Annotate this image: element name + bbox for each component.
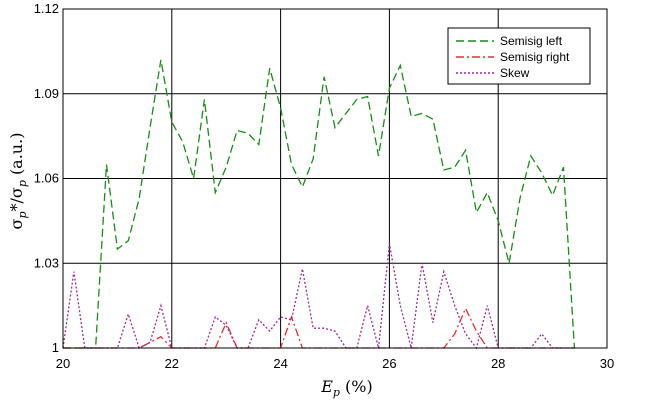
legend-label-skew: Skew xyxy=(500,66,530,80)
x-axis-title: Ep (%) xyxy=(320,377,373,399)
legend-label-semisig-left: Semisig left xyxy=(500,34,563,48)
series-line-skew xyxy=(62,243,575,350)
x-tick-label: 24 xyxy=(273,356,287,371)
y-tick-label: 1 xyxy=(52,340,59,355)
series-line-semisig-left xyxy=(63,59,576,349)
y-tick-label: 1.06 xyxy=(34,171,59,186)
y-axis-title: σp*/σp (a.u.) xyxy=(7,133,29,230)
y-tick-label: 1.09 xyxy=(34,86,59,101)
legend-box xyxy=(447,27,591,85)
x-tick-label: 26 xyxy=(382,356,396,371)
x-tick-label: 20 xyxy=(56,356,70,371)
y-tick-label: 1.03 xyxy=(34,255,59,270)
x-tick-label: 30 xyxy=(600,356,614,371)
y-tick-label: 1.12 xyxy=(34,1,59,16)
x-tick-label: 22 xyxy=(165,356,179,371)
tick-labels: 20 22 24 26 28 30 1 1.03 1.06 1.09 1.12 xyxy=(34,1,615,371)
legend: Semisig left Semisig right Skew xyxy=(447,27,591,85)
plot-area-border xyxy=(62,8,608,349)
x-tick-label: 28 xyxy=(491,356,505,371)
legend-label-semisig-right: Semisig right xyxy=(500,50,570,64)
series-lines xyxy=(62,59,576,350)
